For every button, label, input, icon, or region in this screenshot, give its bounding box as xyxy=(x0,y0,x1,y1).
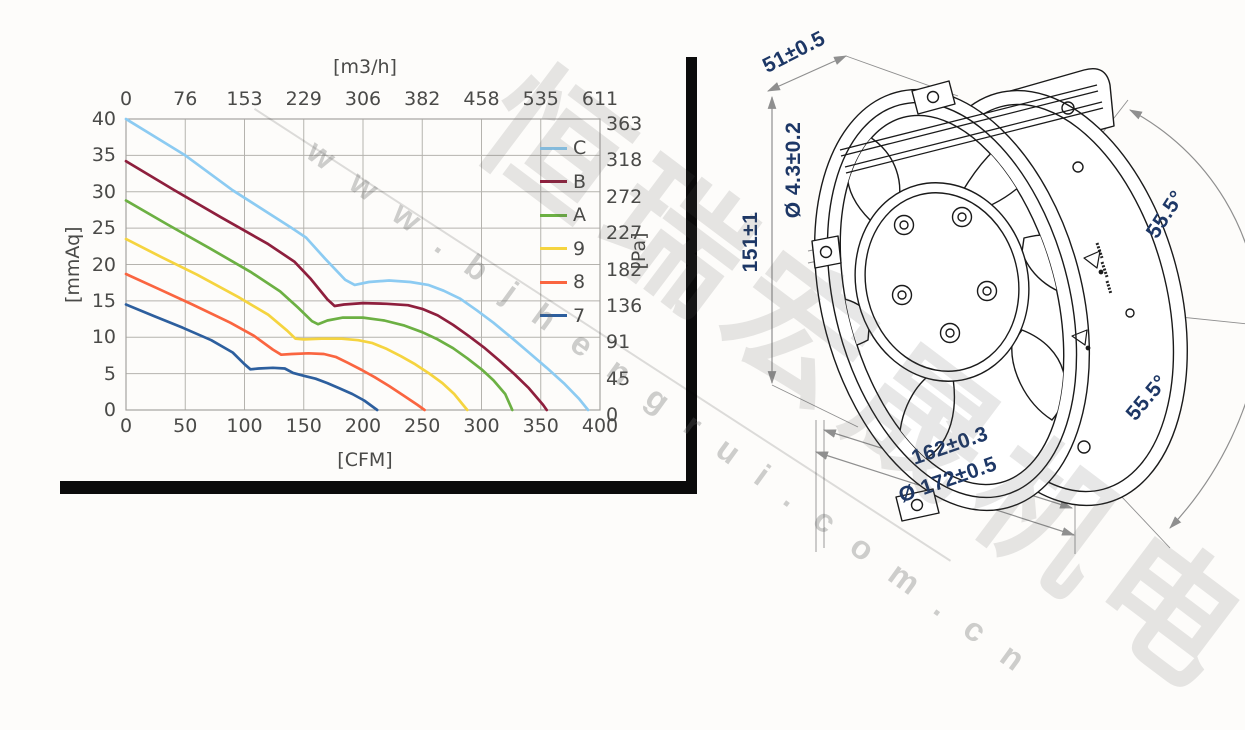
airflow-arrow-icon xyxy=(1071,329,1088,346)
performance-chart xyxy=(124,117,601,412)
dim-label-hole: Ø 4.3±0.2 xyxy=(782,122,805,219)
legend-line-swatch xyxy=(540,180,567,183)
legend-line-swatch xyxy=(540,213,567,217)
mounting-hole xyxy=(1072,161,1084,173)
guard-bars xyxy=(839,84,1104,174)
angle-arc-upper xyxy=(1129,109,1245,328)
hub-screws xyxy=(891,206,998,344)
fan-body xyxy=(803,67,1188,522)
mounting-tab-left xyxy=(811,235,842,269)
frame-horizontal-bar xyxy=(60,481,697,494)
legend-item-label: C xyxy=(573,137,587,159)
legend-item-label: 7 xyxy=(573,304,586,327)
fan-blade xyxy=(1011,329,1066,421)
legend-item-label: 8 xyxy=(573,271,586,293)
legend-item: 9 xyxy=(540,238,585,260)
legend-item: C xyxy=(540,137,586,159)
mounting-hole xyxy=(819,245,833,259)
mounting-hole xyxy=(1077,440,1091,454)
legend-item-label: B xyxy=(573,170,587,193)
extension-line xyxy=(771,384,859,428)
dim-label-height: 151±1 xyxy=(739,212,762,273)
mounting-hole xyxy=(926,90,940,104)
legend-line-swatch xyxy=(540,146,567,150)
legend-item-label: 9 xyxy=(573,237,586,260)
mounting-hole xyxy=(1061,101,1075,115)
mounting-tab-bottom xyxy=(895,488,940,522)
legend-item: A xyxy=(540,204,586,226)
mounting-tab-top xyxy=(911,80,956,115)
rotation-arrow-icon xyxy=(1083,250,1101,269)
angle-arc-lower xyxy=(1169,332,1245,529)
legend-item: B xyxy=(540,171,586,193)
legend-line-swatch xyxy=(540,314,567,317)
front-ring-inner xyxy=(826,101,1078,499)
frame-vertical-bar xyxy=(686,57,697,494)
direction-arrow-icons xyxy=(1071,250,1104,351)
legend-item: 7 xyxy=(540,305,585,327)
hub-inner xyxy=(864,192,1020,372)
dimension-line-51 xyxy=(767,55,847,92)
legend-item: 8 xyxy=(540,271,585,293)
legend-line-swatch xyxy=(540,247,567,250)
dim-label-depth: 51±0.5 xyxy=(759,27,829,78)
rim-label-marks xyxy=(1095,242,1113,295)
fan-technical-drawing: 51±0.5 151±1 Ø 4.3±0.2 162±0.3 Ø 172±0.5… xyxy=(739,27,1245,554)
mounting-hole xyxy=(1125,308,1135,318)
legend-line-swatch xyxy=(540,280,567,284)
mounting-hole xyxy=(910,498,924,512)
legend-item-label: A xyxy=(573,204,586,226)
